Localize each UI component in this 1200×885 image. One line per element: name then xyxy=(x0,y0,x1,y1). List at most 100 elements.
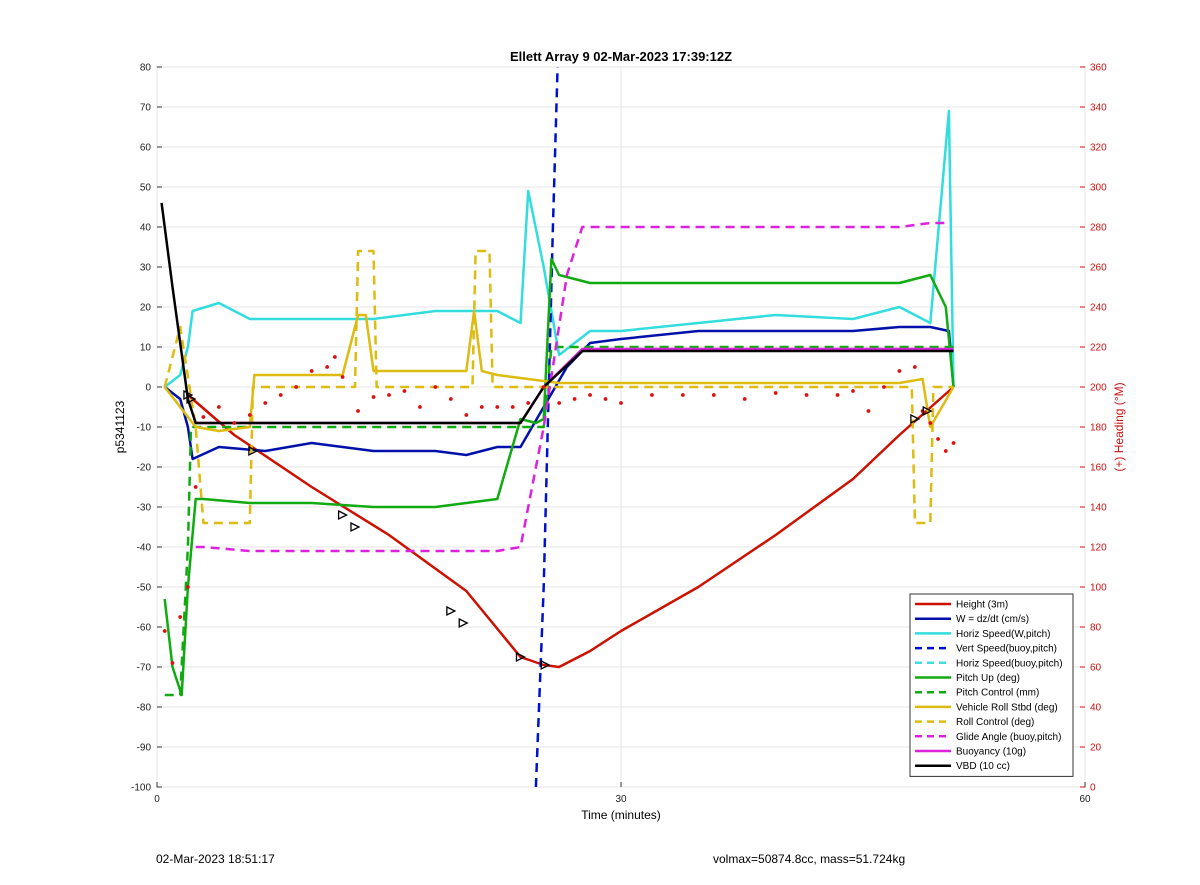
heading-point xyxy=(216,405,221,409)
legend-entry-11: VBD (10 cc) xyxy=(956,761,1010,772)
tick-label-left: 80 xyxy=(140,63,152,74)
heading-point xyxy=(951,441,956,445)
heading-point xyxy=(232,421,237,425)
legend-entry-9: Glide Angle (buoy,pitch) xyxy=(956,732,1061,743)
series-layer xyxy=(160,66,955,788)
trajectory-marker xyxy=(248,445,259,457)
heading-point xyxy=(170,661,175,665)
heading-point xyxy=(572,397,577,401)
heading-point xyxy=(387,393,391,397)
trajectory-markers xyxy=(183,389,933,671)
trajectory-marker xyxy=(350,521,361,533)
series-line-9 xyxy=(195,221,946,553)
heading-point xyxy=(943,449,948,453)
heading-point xyxy=(186,585,190,589)
trajectory-marker xyxy=(186,393,197,405)
tick-label-right: 60 xyxy=(1090,663,1102,674)
heading-point xyxy=(340,375,345,379)
heading-point xyxy=(371,395,376,399)
tick-label-right: 180 xyxy=(1090,423,1107,434)
legend-box xyxy=(909,593,1074,777)
trajectory-marker xyxy=(458,617,469,629)
tick-label-left: 70 xyxy=(140,103,152,114)
series-line-0 xyxy=(187,386,955,669)
series-line-5 xyxy=(163,257,955,697)
tick-label-right: 80 xyxy=(1090,623,1102,634)
tick-label-left: -100 xyxy=(131,783,151,794)
heading-point xyxy=(835,393,840,397)
series-line-2 xyxy=(163,109,955,388)
heading-point xyxy=(325,365,330,369)
tick-label-right: 280 xyxy=(1090,223,1107,234)
tick-label-left: -40 xyxy=(137,543,152,554)
tick-label-right: 160 xyxy=(1090,463,1107,474)
heading-point xyxy=(804,393,809,397)
tick-label-left: -50 xyxy=(137,583,152,594)
heading-point xyxy=(402,389,407,393)
series-line-1 xyxy=(163,325,955,461)
heading-point xyxy=(711,393,716,397)
tick-label-right: 100 xyxy=(1090,583,1107,594)
heading-point xyxy=(201,415,206,419)
legend-entry-8: Roll Control (deg) xyxy=(956,717,1034,728)
heading-point xyxy=(178,615,183,619)
heading-point xyxy=(162,629,167,633)
trajectory-marker xyxy=(183,389,194,401)
legend-entry-10: Buoyancy (10g) xyxy=(956,747,1026,758)
tick-label-x: 0 xyxy=(154,794,160,805)
chart-title: Ellett Array 9 02-Mar-2023 17:39:12Z xyxy=(510,49,732,64)
y-axis-label-right: (+) Heading (°M) xyxy=(1112,382,1126,471)
tick-label-right: 260 xyxy=(1090,263,1107,274)
heading-point xyxy=(247,413,252,417)
x-axis-ticks: 0 30 60 xyxy=(154,782,1091,805)
trajectory-marker xyxy=(540,659,551,671)
heading-point xyxy=(912,365,917,369)
heading-point xyxy=(742,397,747,401)
heading-point xyxy=(356,409,360,413)
heading-point xyxy=(650,393,654,397)
heading-point xyxy=(541,385,546,389)
heading-point xyxy=(464,413,469,417)
heading-point xyxy=(588,393,592,397)
tick-label-left: -10 xyxy=(137,423,152,434)
tick-label-right: 240 xyxy=(1090,303,1107,314)
heading-point xyxy=(866,409,871,413)
heading-series xyxy=(162,355,956,665)
tick-label-left: -20 xyxy=(137,463,152,474)
legend-entry-1: W = dz/dt (cm/s) xyxy=(956,614,1029,625)
legend-entry-3: Vert Speed(buoy,pitch) xyxy=(956,644,1057,655)
trajectory-marker xyxy=(515,651,526,663)
right-axis-ticks: 3603403203002802602402202001801601401201… xyxy=(1080,63,1107,794)
heading-point xyxy=(294,385,299,389)
x-axis-label: Time (minutes) xyxy=(581,808,661,822)
series-line-11 xyxy=(160,202,954,425)
tick-label-left: 60 xyxy=(140,143,152,154)
tick-label-right: 320 xyxy=(1090,143,1107,154)
heading-point xyxy=(603,397,608,401)
tick-label-right: 360 xyxy=(1090,63,1107,74)
series-line-8 xyxy=(163,249,954,525)
heading-point xyxy=(495,405,500,409)
tick-label-right: 300 xyxy=(1090,183,1107,194)
tick-label-right: 340 xyxy=(1090,103,1107,114)
series-line-7 xyxy=(163,309,955,433)
heading-point xyxy=(448,397,453,401)
heading-point xyxy=(278,393,283,397)
heading-point xyxy=(897,369,902,373)
tick-label-right: 0 xyxy=(1090,783,1096,794)
heading-point xyxy=(557,401,562,405)
left-axis-ticks: 80 70 60 50 40 30 20 10 0 -10 -20 -30 -40 -50 -60 -70 -8… xyxy=(131,63,162,794)
y-axis-label-left: p5341123 xyxy=(113,400,127,453)
trajectory-marker xyxy=(922,405,933,417)
heading-point xyxy=(193,485,198,489)
heading-point xyxy=(936,437,940,441)
heading-point xyxy=(928,421,933,425)
heading-point xyxy=(479,405,484,409)
heading-point xyxy=(851,389,855,393)
heading-point xyxy=(773,391,778,395)
tick-label-right: 20 xyxy=(1090,743,1102,754)
heading-point xyxy=(510,405,515,409)
tick-label-left: 0 xyxy=(145,383,151,394)
legend-entry-2: Horiz Speed(W,pitch) xyxy=(956,629,1050,640)
footer-timestamp: 02-Mar-2023 18:51:17 xyxy=(156,852,275,866)
